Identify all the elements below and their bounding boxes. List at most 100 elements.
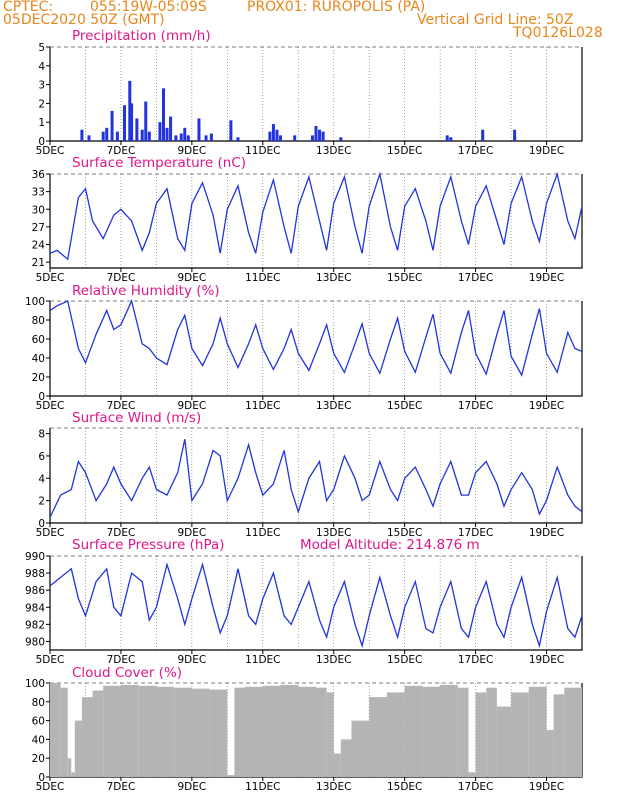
cloud-area-segment (422, 686, 441, 777)
y-tick-label: 40 (32, 353, 45, 365)
x-tick-label: 9DEC (177, 272, 206, 284)
cloud-area-segment (81, 697, 93, 777)
y-tick-label: 3 (38, 80, 45, 92)
precip-bar (87, 135, 91, 141)
y-tick-label: 36 (32, 169, 46, 181)
cloud-area-segment (475, 692, 487, 777)
x-tick-label: 13DEC (316, 781, 351, 793)
y-tick-label: 20 (32, 753, 45, 765)
x-tick-label: 5DEC (36, 272, 65, 284)
y-tick-label: 100 (25, 678, 45, 690)
x-tick-label: 7DEC (107, 527, 136, 539)
x-tick-label: 15DEC (387, 781, 422, 793)
precip-bar (174, 135, 178, 141)
cloud-area-segment (326, 692, 334, 777)
cloud-area-segment (333, 753, 341, 777)
x-tick-label: 13DEC (316, 527, 351, 539)
cloud-area-segment (404, 685, 423, 777)
precip-bar (161, 88, 165, 141)
header-grid-line: Vertical Grid Line: 50Z (417, 12, 574, 28)
y-tick-label: 980 (25, 636, 45, 648)
x-tick-label: 19DEC (529, 272, 564, 284)
precip-panel: 0 1 2 3 4 5 5DEC 7DEC 9DEC 11DEC 13DEC 15DEC 17DEC 19… (36, 42, 583, 157)
cloud-area-segment (440, 684, 458, 777)
pressure-series-line (49, 562, 583, 649)
temperature-series-line (49, 171, 583, 261)
x-tick-label: 13DEC (316, 654, 351, 666)
humidity-panel: 0 20 40 60 80 100 5DEC 7DEC 9DEC 11DEC 13DEC 15DEC 1… (25, 296, 583, 412)
x-tick-label: 17DEC (458, 654, 493, 666)
cloud-area-segment (528, 686, 547, 777)
precip-bar (101, 131, 105, 141)
x-tick-label: 9DEC (177, 781, 206, 793)
precip-bar (144, 101, 148, 141)
cloud-area-segment (546, 730, 554, 777)
x-tick-label: 11DEC (245, 272, 280, 284)
temperature-title: Surface Temperature (nC) (72, 155, 247, 171)
cloud-area-segment (564, 687, 582, 777)
y-tick-label: 4 (38, 61, 45, 73)
precip-bar (183, 127, 187, 141)
precip-bar (105, 127, 109, 141)
y-tick-label: 4 (38, 473, 45, 485)
y-tick-label: 80 (32, 315, 45, 327)
x-tick-label: 15DEC (387, 145, 422, 157)
precip-bar (130, 103, 134, 141)
x-tick-label: 19DEC (529, 654, 564, 666)
x-tick-label: 13DEC (316, 400, 351, 412)
x-tick-label: 9DEC (177, 145, 206, 157)
y-tick-label: 0 (38, 518, 45, 530)
x-tick-label: 15DEC (387, 400, 422, 412)
cloud-area-segment (50, 683, 61, 777)
y-tick-label: 0 (38, 136, 45, 148)
cloud-area-segment (227, 775, 235, 777)
y-tick-label: 2 (38, 98, 45, 110)
y-tick-label: 990 (25, 551, 45, 563)
x-tick-label: 17DEC (458, 527, 493, 539)
precip-bar (204, 135, 208, 141)
y-tick-label: 8 (38, 429, 45, 441)
pressure-title: Surface Pressure (hPa) (72, 537, 225, 553)
cloud-area-segment (103, 685, 121, 777)
cloud-area-segment (74, 720, 82, 777)
x-tick-label: 11DEC (245, 781, 280, 793)
x-tick-label: 15DEC (387, 527, 422, 539)
cloud-area-segment (316, 687, 327, 777)
precip-title: Precipitation (mm/h) (72, 28, 211, 44)
x-tick-label: 19DEC (529, 527, 564, 539)
x-tick-label: 19DEC (529, 145, 564, 157)
cloud-area-segment (298, 686, 316, 777)
precip-bar (279, 135, 283, 141)
y-tick-label: 982 (25, 619, 45, 631)
precip-bar (310, 135, 314, 141)
x-tick-label: 11DEC (245, 654, 280, 666)
y-tick-label: 984 (25, 602, 45, 614)
precip-bar (197, 118, 201, 141)
cloud-area-segment (262, 685, 281, 777)
precip-bar (158, 122, 162, 141)
x-tick-label: 19DEC (529, 781, 564, 793)
cloud-area-segment (174, 687, 192, 777)
x-tick-label: 11DEC (245, 400, 280, 412)
precip-bar (209, 133, 213, 141)
cloud-area-segment (280, 684, 299, 777)
y-tick-label: 60 (32, 716, 45, 728)
y-tick-label: 80 (32, 697, 45, 709)
precip-bar (115, 131, 119, 141)
x-tick-label: 17DEC (458, 145, 493, 157)
x-tick-label: 11DEC (245, 527, 280, 539)
y-tick-label: 40 (32, 734, 45, 746)
precip-bar (122, 105, 126, 141)
y-tick-label: 30 (32, 204, 45, 216)
y-tick-label: 60 (32, 334, 45, 346)
precip-bar (236, 137, 240, 141)
cloud-area-segment (120, 684, 139, 777)
panel-frame (49, 556, 583, 651)
precip-bar (339, 137, 343, 141)
precip-bar (147, 131, 151, 141)
panel-frame (49, 174, 583, 269)
header-station: PROX01: RUROPOLIS (PA) (247, 0, 426, 15)
precip-bar (449, 137, 453, 141)
x-tick-label: 5DEC (36, 781, 65, 793)
y-tick-label: 6 (38, 451, 45, 463)
